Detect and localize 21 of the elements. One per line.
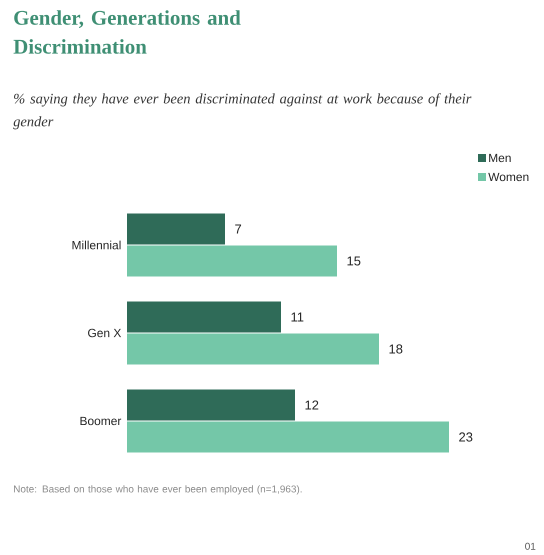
data-label: 11 — [292, 312, 304, 322]
bar — [127, 390, 296, 421]
bar — [127, 246, 338, 276]
data-label: 18 — [390, 344, 402, 354]
bar — [127, 334, 380, 364]
y-tick-label: Millennial — [72, 240, 121, 250]
bar — [127, 302, 282, 332]
data-label: 15 — [348, 256, 360, 266]
y-tick-label: Boomer — [80, 416, 122, 426]
data-label: 12 — [306, 400, 318, 410]
data-label: 7 — [235, 224, 242, 234]
y-tick-label: Gen X — [88, 328, 122, 338]
chart-subtitle: % saying they have ever been discriminated against at work because of their gender — [13, 93, 472, 130]
legend-label: Men — [489, 154, 511, 162]
bar — [127, 422, 450, 453]
text: 01 — [525, 542, 536, 550]
bar — [127, 214, 225, 244]
text: Note: Based on those who have ever been employed (n=1,963). — [14, 485, 302, 494]
legend-label: Women — [488, 172, 528, 182]
chart-title: Gender, Generations and Discrimination — [14, 10, 241, 54]
data-label: 23 — [459, 432, 472, 442]
